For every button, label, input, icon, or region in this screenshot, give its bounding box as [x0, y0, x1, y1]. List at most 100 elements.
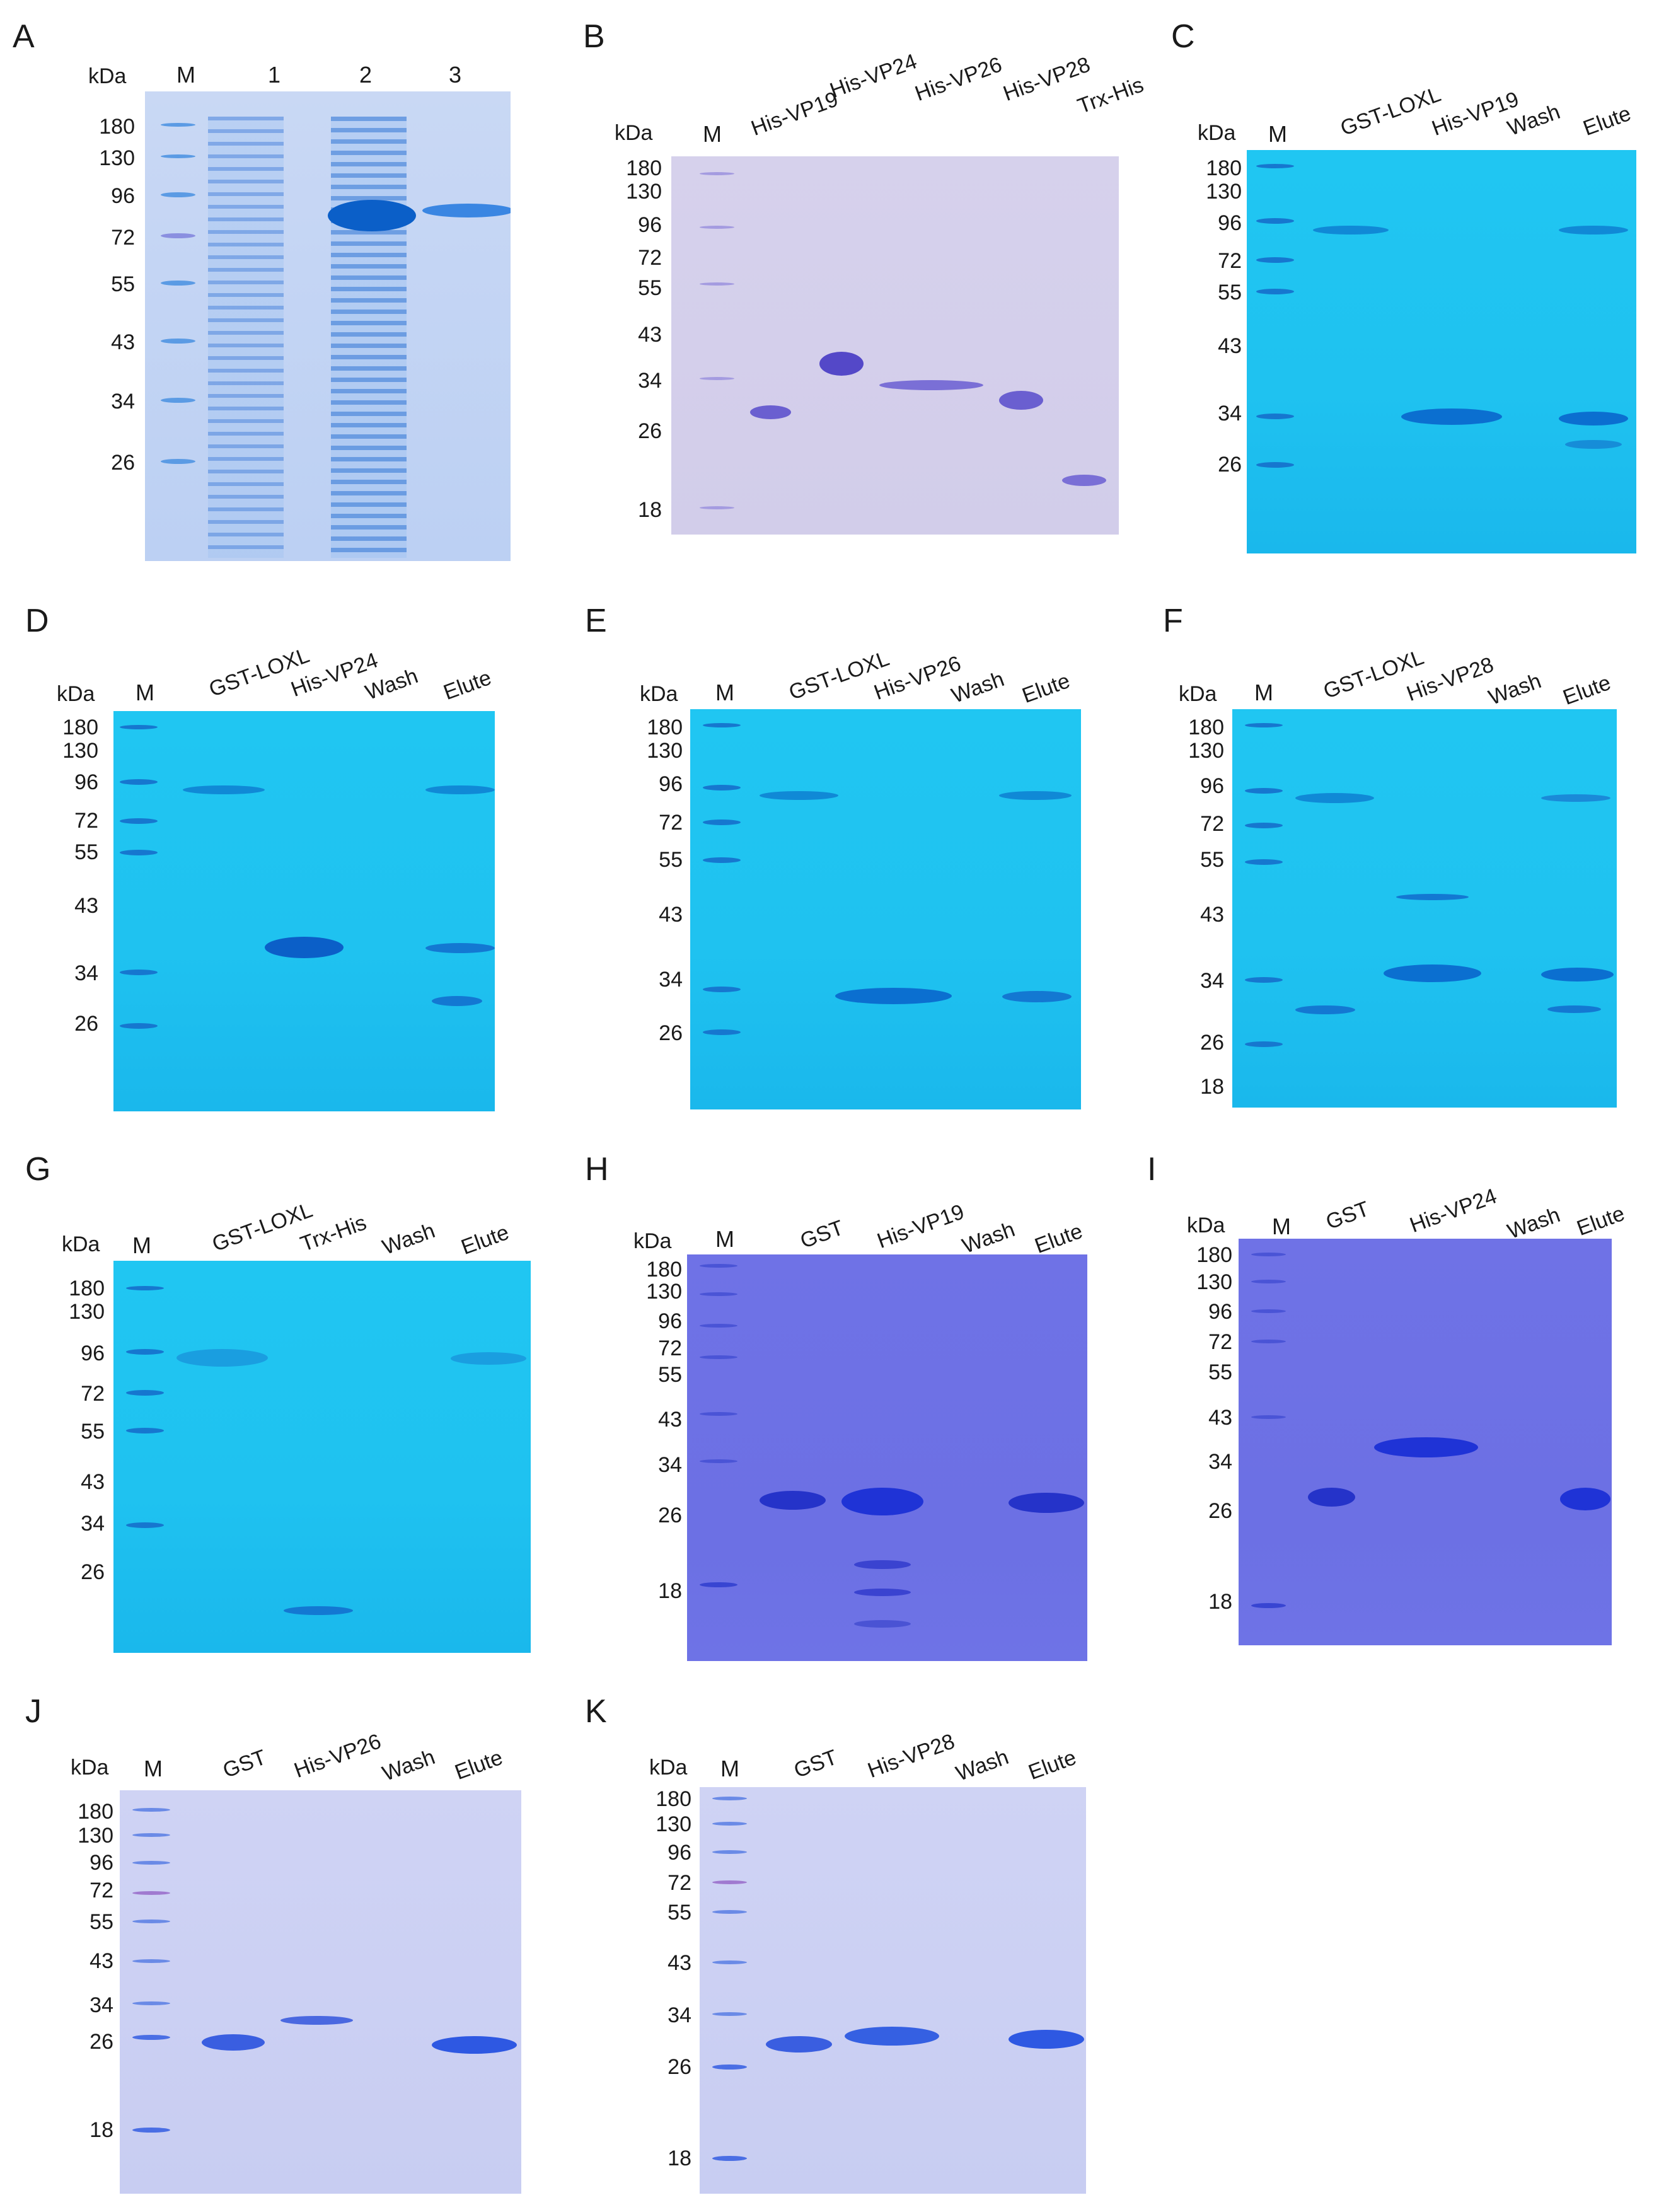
protein-band: [1009, 1493, 1084, 1513]
marker-band: [120, 1023, 158, 1029]
lane-label: GST-LOXL: [209, 1198, 316, 1257]
lane-label: His-VP19: [1428, 87, 1522, 141]
marker-band: [1256, 257, 1294, 263]
marker-band: [700, 1459, 737, 1463]
panel-letter: K: [585, 1693, 607, 1730]
marker-band: [700, 172, 734, 175]
kda-label: kDa: [640, 682, 678, 706]
mw-tick-label: 26: [668, 2055, 691, 2079]
panel-letter: D: [25, 603, 49, 639]
kda-label: kDa: [88, 64, 127, 88]
mw-tick-label: 130: [78, 1824, 113, 1848]
marker-band: [161, 459, 195, 464]
kda-label: kDa: [1179, 682, 1217, 706]
lane-label: Elute: [451, 1745, 506, 1785]
mw-tick-label: 55: [658, 1363, 682, 1387]
protein-band: [1541, 968, 1614, 982]
marker-band: [132, 1808, 170, 1812]
mw-tick-label: 43: [1218, 334, 1242, 358]
marker-band: [126, 1286, 164, 1290]
marker-band: [1251, 1309, 1286, 1313]
marker-band: [132, 2128, 170, 2133]
marker-band: [712, 1822, 747, 1826]
mw-tick-label: 180: [646, 1258, 682, 1282]
lane-label: His-VP19: [874, 1200, 968, 1254]
kda-label: kDa: [1198, 121, 1236, 145]
protein-band: [766, 2036, 832, 2053]
lane-label: Wash: [379, 1745, 439, 1786]
marker-band: [703, 819, 741, 825]
marker-band: [712, 1797, 747, 1800]
marker-band: [703, 723, 741, 727]
protein-band: [425, 943, 495, 953]
lane-label: 2: [359, 62, 373, 88]
panel-letter: G: [25, 1151, 51, 1188]
marker-band: [161, 281, 195, 286]
mw-tick-label: 34: [90, 1993, 113, 2017]
mw-tick-label: 26: [638, 419, 662, 443]
kda-label: kDa: [633, 1229, 672, 1253]
panel-letter: J: [25, 1693, 42, 1730]
marker-band: [120, 970, 158, 975]
protein-band: [1559, 412, 1628, 426]
mw-tick-label: 96: [658, 1309, 682, 1333]
protein-band: [1009, 2030, 1084, 2049]
lane-label-marker: M: [1268, 121, 1287, 147]
marker-band: [126, 1522, 164, 1528]
protein-band: [451, 1352, 526, 1365]
kda-label: kDa: [71, 1756, 109, 1780]
marker-band: [161, 339, 195, 344]
panel-letter: C: [1171, 18, 1195, 55]
mw-tick-label: 96: [1200, 774, 1224, 798]
lane-label-marker: M: [715, 1226, 734, 1252]
marker-band: [132, 1920, 170, 1923]
mw-tick-label: 72: [81, 1382, 105, 1406]
marker-band: [700, 377, 734, 380]
marker-band: [703, 785, 741, 790]
mw-tick-label: 18: [638, 498, 662, 522]
mw-tick-label: 18: [1208, 1590, 1232, 1614]
lane-label: Elute: [1559, 670, 1614, 710]
protein-band: [879, 380, 983, 390]
lane-label: GST: [797, 1215, 847, 1254]
lane-label-marker: M: [715, 680, 734, 705]
lane-label-marker: M: [720, 1756, 739, 1781]
mw-tick-label: 34: [81, 1512, 105, 1536]
mw-tick-label: 26: [1208, 1499, 1232, 1523]
lane-label: GST-LOXL: [1337, 82, 1444, 141]
mw-tick-label: 130: [99, 146, 135, 170]
mw-tick-label: 130: [62, 739, 98, 763]
kda-label: kDa: [649, 1756, 688, 1780]
mw-tick-label: 180: [626, 156, 662, 180]
marker-band: [126, 1390, 164, 1396]
marker-band: [132, 1959, 170, 1963]
protein-band: [1374, 1437, 1478, 1457]
mw-tick-label: 26: [1218, 453, 1242, 477]
kda-label: kDa: [1187, 1213, 1225, 1237]
mw-tick-label: 18: [1200, 1075, 1224, 1099]
marker-band: [120, 725, 158, 729]
lane-label: Wash: [959, 1217, 1019, 1259]
marker-band: [120, 850, 158, 855]
marker-band: [161, 123, 195, 127]
mw-tick-label: 72: [658, 1336, 682, 1360]
lane-label-marker: M: [176, 62, 195, 88]
lane-label: Elute: [1031, 1219, 1086, 1259]
mw-tick-label: 72: [668, 1871, 691, 1895]
mw-tick-label: 34: [658, 1453, 682, 1477]
lane-label-marker: M: [1272, 1213, 1291, 1239]
protein-band: [1308, 1488, 1355, 1507]
mw-tick-label: 43: [659, 903, 683, 927]
mw-tick-label: 43: [658, 1408, 682, 1432]
mw-tick-label: 180: [62, 715, 98, 739]
mw-tick-label: 130: [1206, 180, 1242, 204]
protein-band: [999, 791, 1072, 800]
lane-label: GST: [1322, 1196, 1373, 1235]
mw-tick-label: 96: [1218, 211, 1242, 235]
marker-band: [1256, 218, 1294, 224]
lane-label: 3: [449, 62, 462, 88]
mw-tick-label: 26: [659, 1021, 683, 1045]
gel-image: [690, 709, 1081, 1109]
protein-band: [202, 2034, 265, 2051]
mw-tick-label: 130: [1188, 739, 1224, 763]
